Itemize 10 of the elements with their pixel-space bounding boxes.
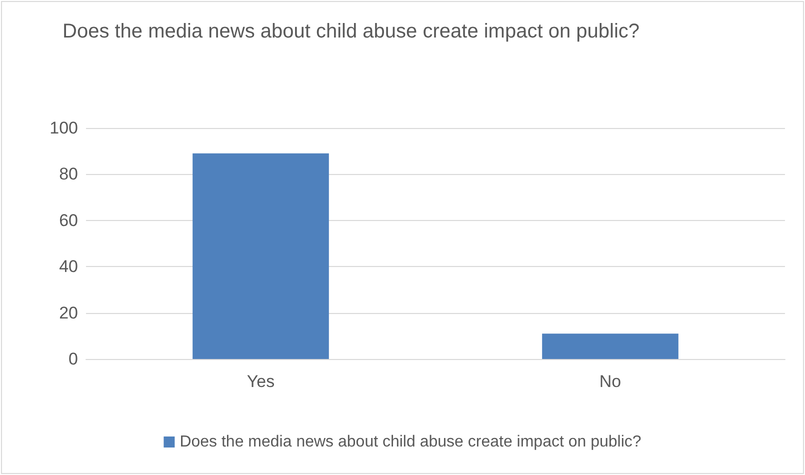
chart-title: Does the media news about child abuse create impact on public? [62, 20, 640, 42]
legend-label: Does the media news about child abuse create impact on public? [180, 434, 642, 450]
y-tick-label: 40 [59, 257, 78, 276]
y-tick-label: 100 [50, 118, 78, 138]
x-tick-label: No [599, 372, 622, 391]
y-tick-label: 0 [68, 350, 78, 368]
y-tick-label: 60 [59, 210, 78, 230]
y-tick-label: 20 [59, 303, 78, 322]
x-tick-label: Yes [246, 372, 275, 391]
y-tick-label: 80 [59, 164, 78, 184]
